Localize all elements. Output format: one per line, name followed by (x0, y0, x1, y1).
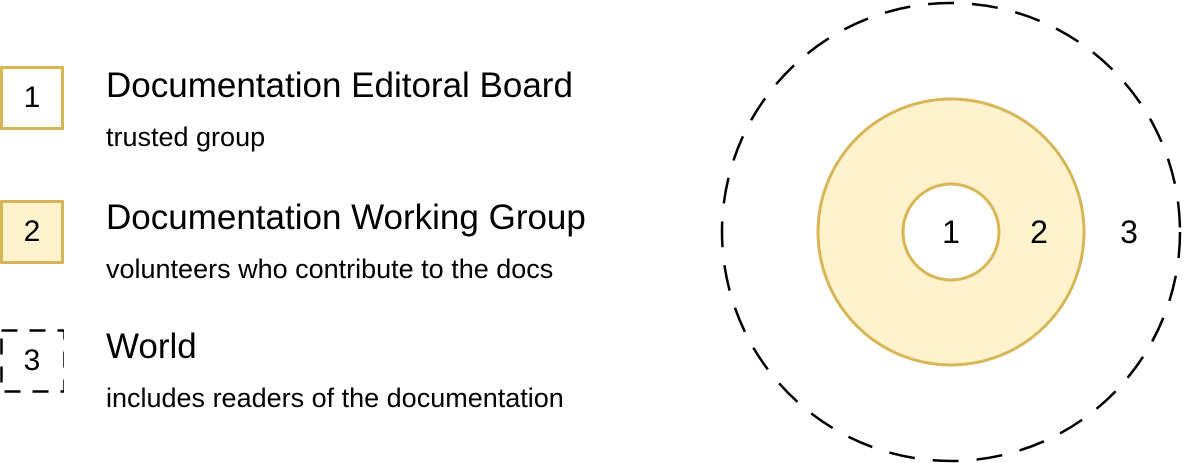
inner-circle-label: 1 (942, 214, 960, 250)
legend-description-1: trusted group (106, 122, 266, 152)
dashed-square-outline (0, 329, 64, 393)
legend-number-3: 3 (23, 344, 41, 377)
legend-title-1: Documentation Editoral Board (106, 66, 573, 105)
legend-box-1: 1 (0, 66, 64, 130)
legend-number-2: 2 (23, 215, 41, 248)
middle-circle-label: 2 (1030, 214, 1048, 250)
legend-description-3: includes readers of the documentation (106, 383, 564, 413)
legend-box-3: 3 (0, 329, 64, 393)
outer-circle-label: 3 (1120, 214, 1138, 250)
legend-description-2: volunteers who contribute to the docs (106, 254, 554, 284)
legend-title-3: World (106, 327, 197, 366)
legend-box-2: 2 (0, 200, 64, 264)
inner-circle-editorial-board (901, 182, 1001, 282)
outer-dashed-circle-world (720, 1, 1182, 463)
legend-number-1: 1 (23, 81, 41, 114)
legend-title-2: Documentation Working Group (106, 198, 586, 237)
